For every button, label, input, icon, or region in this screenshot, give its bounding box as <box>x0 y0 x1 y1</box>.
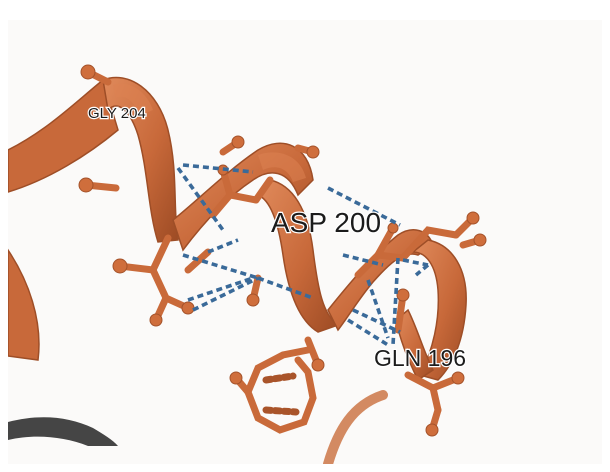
residue-label-gln: GLN 196 <box>374 345 466 371</box>
atom-spheres <box>78 64 487 437</box>
protein-structure-svg: GLY 204 ASP 200 GLN 196 <box>8 64 487 464</box>
left-ribbon-segment <box>8 78 119 193</box>
helix-highlight <box>113 83 153 116</box>
left-lower-ribbon <box>8 248 40 361</box>
aromatic-side-chain <box>232 346 317 434</box>
hydrogen-bonds <box>176 163 430 347</box>
molecular-viewport[interactable]: GLY 204 ASP 200 GLN 196 <box>8 20 602 464</box>
loop-coil <box>323 390 388 464</box>
helix-highlight <box>258 152 306 182</box>
residue-label-asp: ASP 200 <box>271 207 381 238</box>
helix-turn-1 <box>102 76 179 243</box>
residue-label-gly: GLY 204 <box>88 105 146 122</box>
dark-ribbon-segment <box>8 417 118 446</box>
helix-turn-5 <box>410 239 467 381</box>
helix-turn-3 <box>256 179 340 333</box>
